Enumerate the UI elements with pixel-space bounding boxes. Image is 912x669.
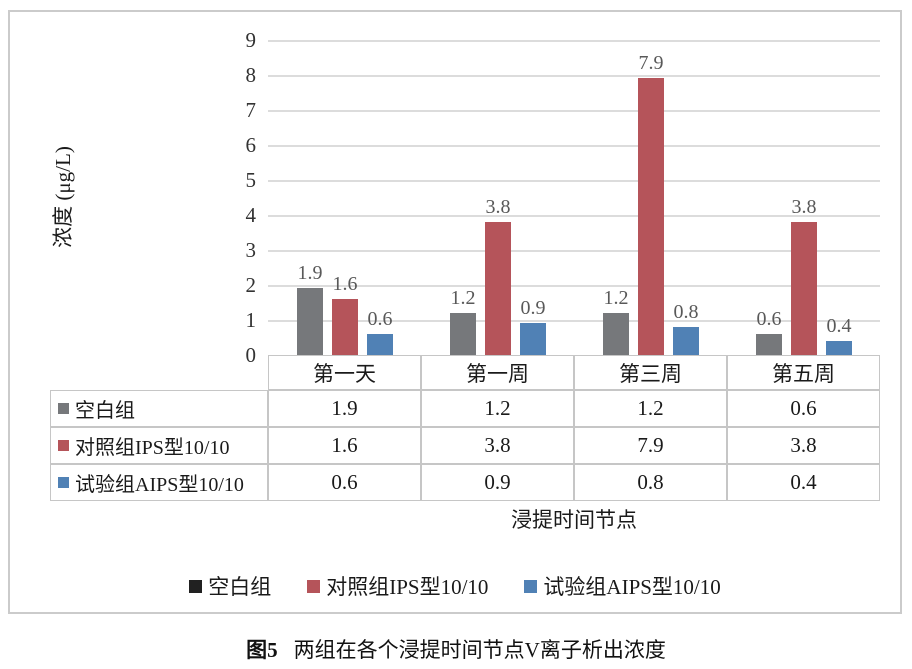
gridline bbox=[268, 145, 880, 147]
table-cell: 0.8 bbox=[574, 464, 727, 501]
bar-value-label: 1.2 bbox=[603, 287, 629, 309]
bar-value-label: 0.4 bbox=[826, 315, 852, 337]
y-tick-label: 0 bbox=[245, 343, 257, 367]
table-cell: 0.9 bbox=[421, 464, 574, 501]
bar-value-label: 0.8 bbox=[673, 301, 699, 323]
table-column-header: 第一周 bbox=[421, 355, 574, 390]
table-cell: 0.4 bbox=[727, 464, 880, 501]
legend-swatch bbox=[189, 579, 203, 593]
table-row-header: 空白组 bbox=[50, 390, 268, 427]
table-cell: 1.9 bbox=[268, 390, 421, 427]
series-swatch bbox=[58, 403, 69, 414]
table-cell: 7.9 bbox=[574, 427, 727, 464]
legend-item: 试验组AIPS型10/10 bbox=[524, 571, 721, 601]
legend-label: 对照组IPS型10/10 bbox=[326, 575, 489, 599]
table-cell: 3.8 bbox=[421, 427, 574, 464]
series-name: 空白组 bbox=[75, 400, 135, 422]
legend-swatch bbox=[307, 579, 321, 593]
legend: 空白组 对照组IPS型10/10 试验组AIPS型10/10 bbox=[8, 571, 902, 601]
bar-value-label: 1.2 bbox=[450, 287, 476, 309]
legend-item: 对照组IPS型10/10 bbox=[307, 571, 488, 601]
table-column-header: 第一天 bbox=[268, 355, 421, 390]
bar-对照组IPS型10/10 bbox=[485, 222, 511, 355]
bar-试验组AIPS型10/10 bbox=[826, 341, 852, 355]
bar-value-label: 0.6 bbox=[756, 308, 782, 330]
x-axis-title: 浸提时间节点 bbox=[511, 508, 637, 532]
bar-value-label: 0.6 bbox=[367, 308, 393, 330]
bar-试验组AIPS型10/10 bbox=[520, 323, 546, 355]
y-tick-label: 4 bbox=[245, 203, 257, 227]
bar-value-label: 3.8 bbox=[485, 196, 511, 218]
table-cell: 1.6 bbox=[268, 427, 421, 464]
y-tick-label: 9 bbox=[245, 28, 257, 52]
series-swatch bbox=[58, 477, 69, 488]
gridline bbox=[268, 285, 880, 287]
gridline bbox=[268, 110, 880, 112]
series-swatch bbox=[58, 440, 69, 451]
y-tick-label: 6 bbox=[245, 133, 257, 157]
table-cell: 3.8 bbox=[727, 427, 880, 464]
bar-value-label: 0.9 bbox=[520, 297, 546, 319]
gridline bbox=[268, 40, 880, 42]
legend-item: 空白组 bbox=[189, 571, 271, 601]
bar-空白组 bbox=[297, 288, 323, 355]
bar-空白组 bbox=[756, 334, 782, 355]
bar-对照组IPS型10/10 bbox=[791, 222, 817, 355]
caption-text: 两组在各个浸提时间节点V离子析出浓度 bbox=[293, 638, 666, 662]
legend-label: 试验组AIPS型10/10 bbox=[543, 575, 721, 599]
y-tick-label: 8 bbox=[245, 63, 257, 87]
y-tick-label: 7 bbox=[245, 98, 257, 122]
bar-空白组 bbox=[603, 313, 629, 355]
figure-caption: 图5 两组在各个浸提时间节点V离子析出浓度 bbox=[0, 634, 912, 664]
gridline bbox=[268, 250, 880, 252]
table-cell: 0.6 bbox=[268, 464, 421, 501]
bar-value-label: 1.6 bbox=[332, 273, 358, 295]
bar-试验组AIPS型10/10 bbox=[367, 334, 393, 355]
legend-swatch bbox=[524, 579, 538, 593]
y-axis-title: 浓度 (μg/L) bbox=[51, 146, 75, 248]
gridline bbox=[268, 320, 880, 322]
series-name: 对照组IPS型10/10 bbox=[75, 437, 230, 459]
bar-value-label: 7.9 bbox=[638, 52, 664, 74]
y-tick-label: 1 bbox=[245, 308, 257, 332]
gridline bbox=[268, 215, 880, 217]
table-cell: 1.2 bbox=[421, 390, 574, 427]
bar-value-label: 3.8 bbox=[791, 196, 817, 218]
table-column-header: 第三周 bbox=[574, 355, 727, 390]
table-cell: 0.6 bbox=[727, 390, 880, 427]
bar-试验组AIPS型10/10 bbox=[673, 327, 699, 355]
bar-对照组IPS型10/10 bbox=[332, 299, 358, 355]
gridline bbox=[268, 75, 880, 77]
legend-label: 空白组 bbox=[208, 575, 272, 599]
bar-对照组IPS型10/10 bbox=[638, 78, 664, 355]
y-tick-label: 3 bbox=[245, 238, 257, 262]
series-name: 试验组AIPS型10/10 bbox=[75, 474, 244, 496]
table-row-header: 试验组AIPS型10/10 bbox=[50, 464, 268, 501]
table-row-header: 对照组IPS型10/10 bbox=[50, 427, 268, 464]
gridline bbox=[268, 180, 880, 182]
bar-空白组 bbox=[450, 313, 476, 355]
table-cell: 1.2 bbox=[574, 390, 727, 427]
y-tick-label: 5 bbox=[245, 168, 257, 192]
caption-label: 图5 bbox=[246, 638, 278, 662]
table-column-header: 第五周 bbox=[727, 355, 880, 390]
bar-value-label: 1.9 bbox=[297, 262, 323, 284]
y-tick-label: 2 bbox=[245, 273, 257, 297]
